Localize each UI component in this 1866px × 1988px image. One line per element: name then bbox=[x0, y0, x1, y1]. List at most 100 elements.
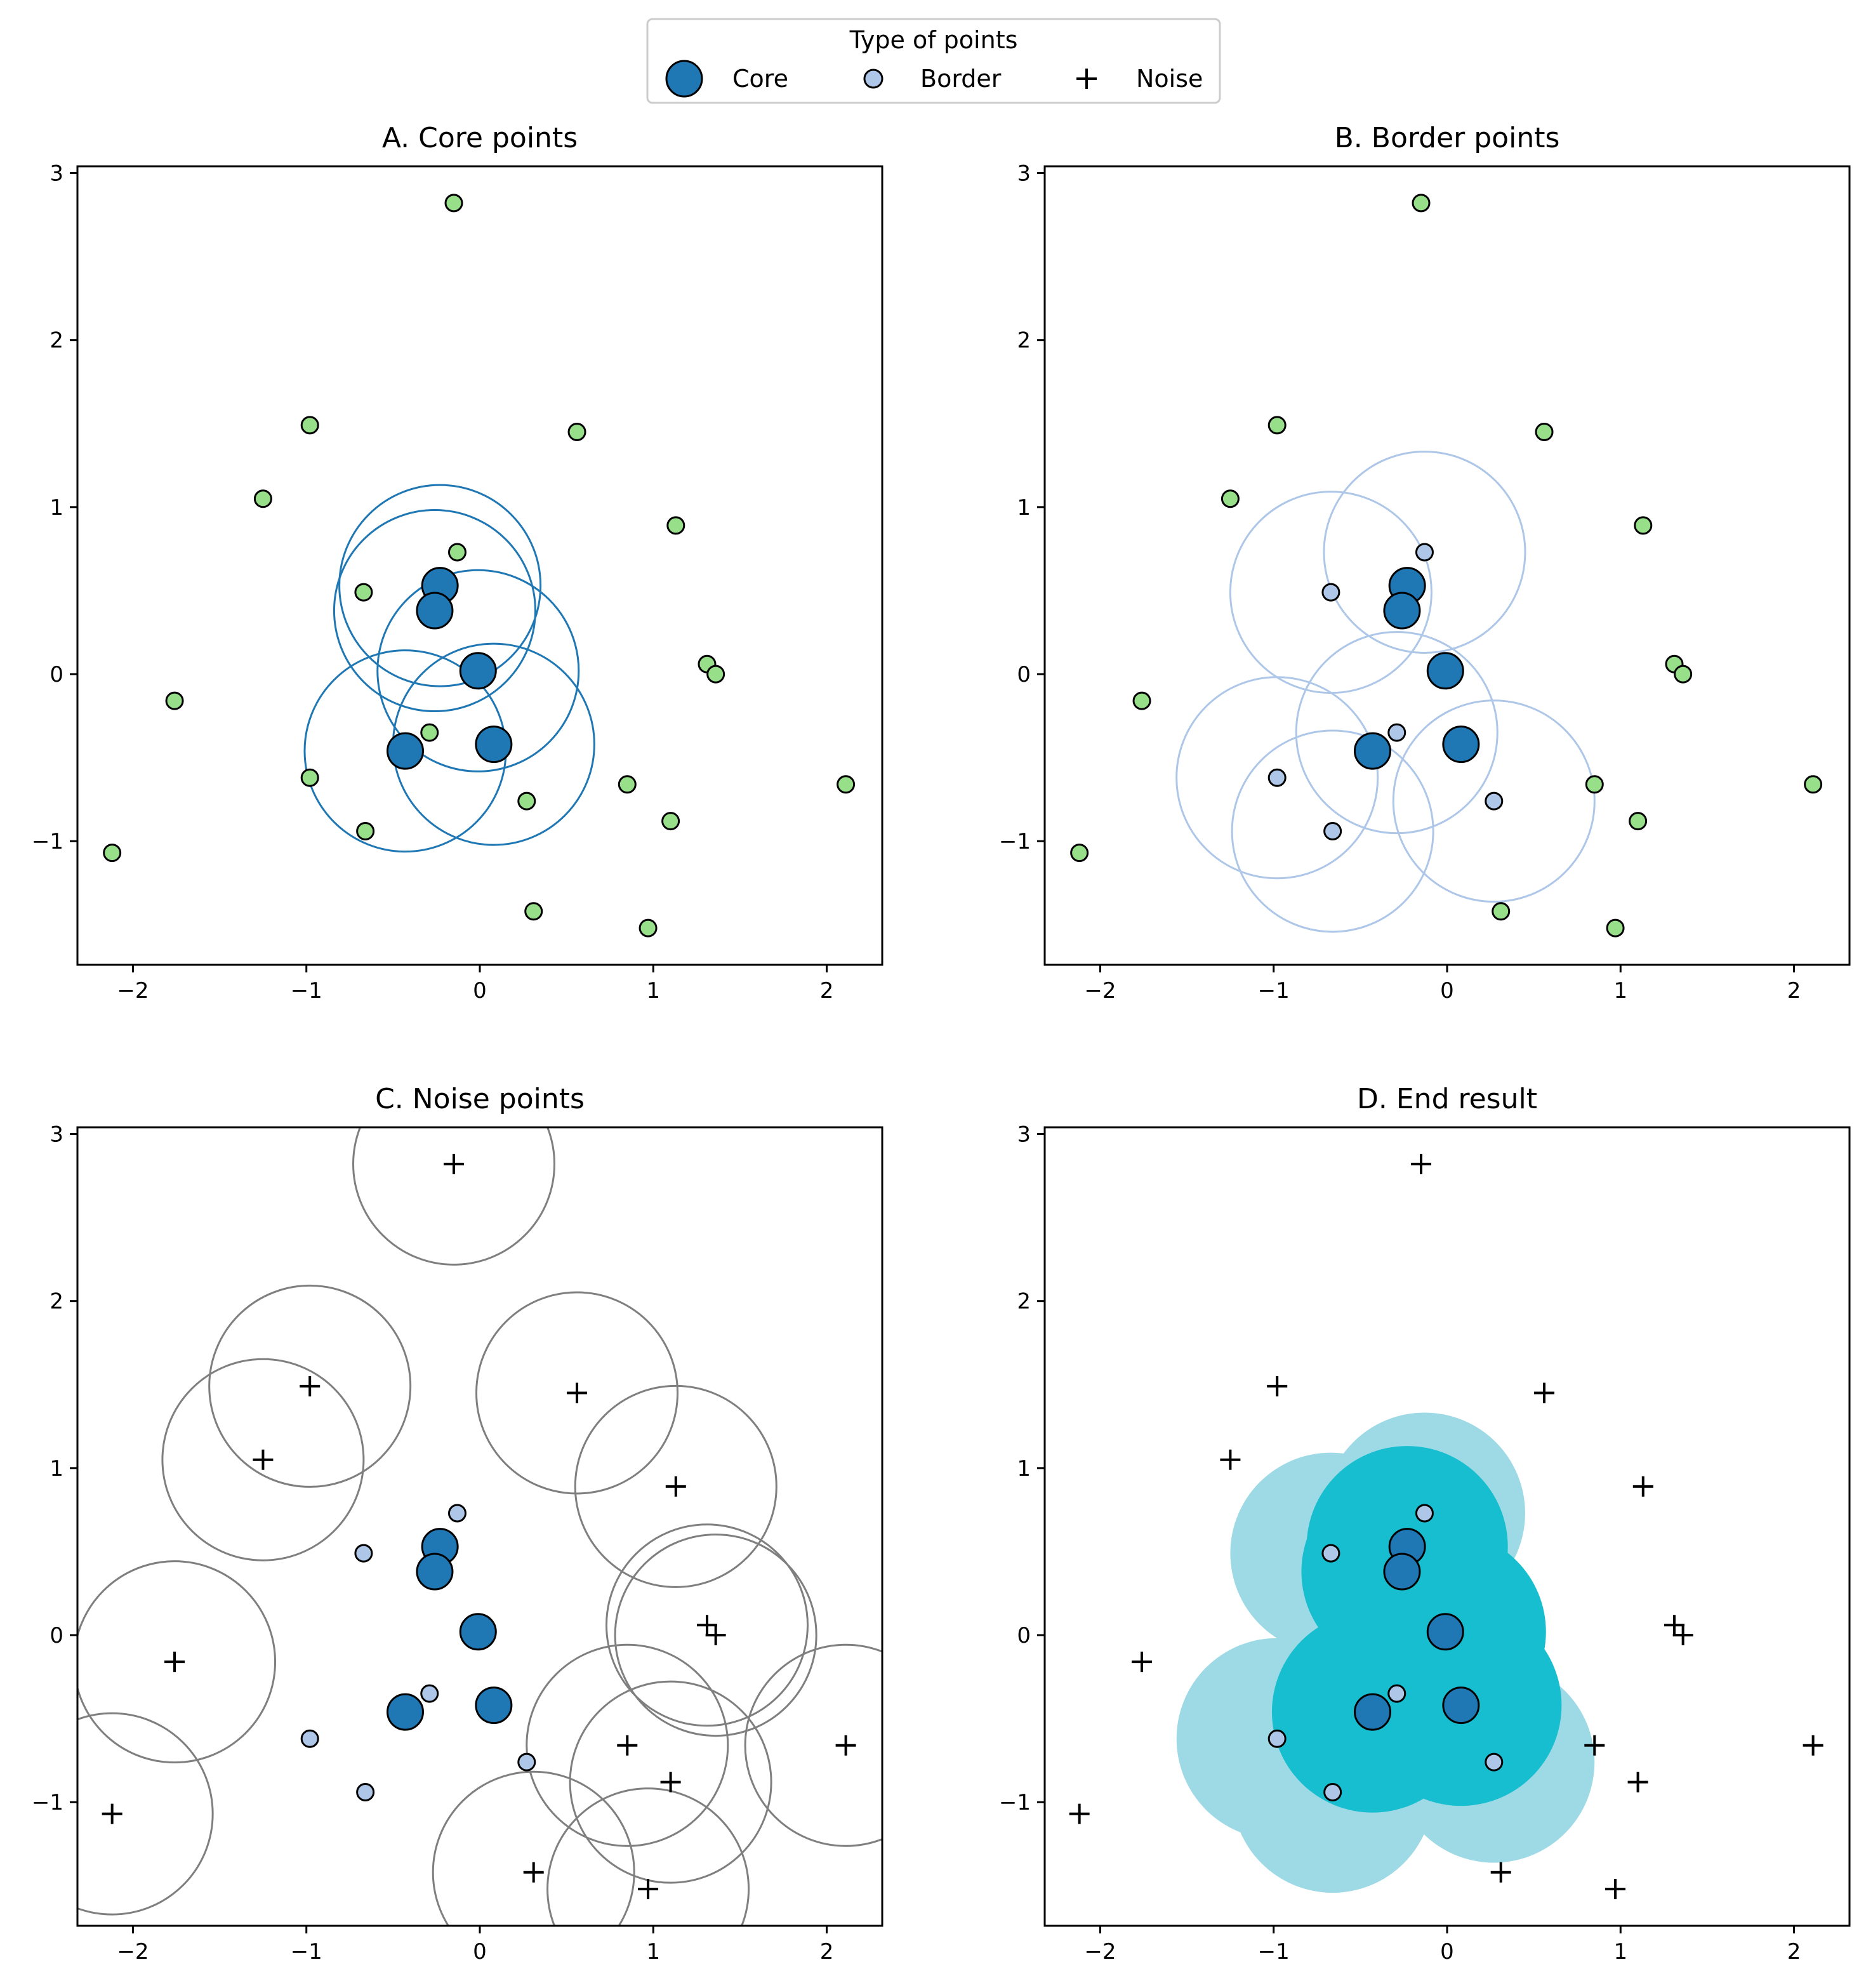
eps-circle-0 bbox=[1323, 450, 1526, 654]
x-tick-label-0: −2 bbox=[117, 978, 149, 1004]
y-tick-label-0: −1 bbox=[999, 1790, 1031, 1815]
x-tick-label-1: −1 bbox=[1258, 1939, 1290, 1965]
eps-circle-5 bbox=[605, 1523, 809, 1727]
unclassified-noise-point-7 bbox=[165, 691, 184, 710]
legend-frame bbox=[646, 18, 1221, 104]
unclassified-noise-point-10 bbox=[661, 812, 680, 831]
y-tick-label-0: −1 bbox=[32, 1790, 63, 1815]
legend-noise-marker bbox=[1076, 69, 1097, 89]
panel-border: −2 −1 0 1 2 −1 0 1 2 3 B. Border points bbox=[999, 122, 1851, 1004]
unclassified-point-8 bbox=[1585, 775, 1604, 794]
unclassified-noise-point-0 bbox=[444, 194, 463, 213]
y-tick-label-1: 0 bbox=[1017, 1623, 1031, 1648]
x-tick-label-4: 2 bbox=[1787, 978, 1801, 1004]
core-point-2 bbox=[1426, 1613, 1464, 1651]
core-point-4 bbox=[1353, 1693, 1391, 1731]
core-point-4 bbox=[1353, 732, 1391, 770]
plot-area bbox=[1069, 1153, 1823, 1900]
core-point-1 bbox=[1383, 592, 1421, 630]
unclassified-point-2 bbox=[1535, 422, 1554, 441]
y-tick-label-0: −1 bbox=[32, 829, 63, 854]
unclassified-point-5 bbox=[356, 821, 375, 840]
noise-point-13 bbox=[1605, 1879, 1626, 1900]
core-point-3 bbox=[475, 726, 513, 764]
unclassified-noise-point-8 bbox=[618, 775, 637, 794]
x-tick-label-0: −2 bbox=[117, 1939, 149, 1965]
core-point-2 bbox=[459, 652, 497, 690]
unclassified-noise-point-11 bbox=[103, 844, 122, 863]
x-tick-label-1: −1 bbox=[1258, 978, 1290, 1004]
axes-frame bbox=[76, 165, 883, 966]
unclassified-point-12 bbox=[1492, 902, 1511, 921]
unclassified-point-13 bbox=[1606, 918, 1625, 938]
legend-entry-border: Border bbox=[863, 65, 1002, 93]
unclassified-point-0 bbox=[447, 543, 466, 562]
y-tick-label-4: 3 bbox=[1017, 161, 1031, 187]
unclassified-point-3 bbox=[300, 768, 319, 787]
core-point-2 bbox=[459, 1613, 497, 1651]
unclassified-point-7 bbox=[1132, 691, 1151, 710]
noise-point-5 bbox=[1664, 1615, 1684, 1636]
panel-core: −2 −1 0 1 2 −1 0 1 2 3 A. Core points bbox=[32, 122, 883, 1004]
legend: Type of points Core Border Noise bbox=[646, 18, 1221, 104]
legend-entry-core: Core bbox=[665, 60, 788, 98]
core-point-3 bbox=[1442, 1686, 1480, 1725]
border-point-1 bbox=[354, 1544, 373, 1563]
noise-point-7 bbox=[1132, 1652, 1153, 1673]
border-point-0 bbox=[1415, 1504, 1434, 1523]
eps-circle-7 bbox=[77, 1560, 276, 1764]
x-tick-label-3: 1 bbox=[646, 1939, 660, 1965]
x-tick-label-4: 2 bbox=[820, 978, 834, 1004]
axes-frame bbox=[1043, 165, 1851, 966]
noise-point-1 bbox=[1267, 1375, 1288, 1396]
border-point-2 bbox=[1387, 1684, 1406, 1703]
eps-circle-9 bbox=[744, 1643, 882, 1847]
axes-frame bbox=[76, 1126, 883, 1927]
noise-point-8 bbox=[1584, 1735, 1605, 1756]
noise-point-8 bbox=[617, 1735, 638, 1756]
y-tick-label-3: 2 bbox=[1017, 328, 1031, 354]
y-tick-label-4: 3 bbox=[50, 161, 63, 187]
x-tick-label-2: 0 bbox=[1440, 978, 1454, 1004]
border-point-4 bbox=[1485, 792, 1504, 811]
unclassified-point-6 bbox=[1674, 665, 1693, 684]
eps-circle-1 bbox=[208, 1284, 412, 1488]
unclassified-point-10 bbox=[1629, 812, 1648, 831]
core-point-1 bbox=[416, 592, 454, 630]
x-tick-label-3: 1 bbox=[646, 978, 660, 1004]
y-tick-label-2: 1 bbox=[1017, 495, 1031, 520]
border-point-5 bbox=[356, 1782, 375, 1801]
noise-point-10 bbox=[660, 1772, 681, 1793]
border-point-3 bbox=[1267, 768, 1287, 787]
noise-point-6 bbox=[1672, 1625, 1693, 1646]
eps-circle-4 bbox=[1392, 699, 1596, 903]
eps-circle-1 bbox=[333, 509, 536, 713]
noise-point-13 bbox=[638, 1879, 659, 1900]
y-tick-label-2: 1 bbox=[1017, 1456, 1031, 1481]
y-tick-label-4: 3 bbox=[50, 1122, 63, 1148]
border-point-3 bbox=[300, 1729, 319, 1748]
unclassified-noise-point-3 bbox=[253, 489, 272, 508]
legend-entry-noise: Noise bbox=[1076, 65, 1203, 93]
y-tick-label-4: 3 bbox=[1017, 1122, 1031, 1148]
eps-circle-2 bbox=[475, 1291, 679, 1495]
eps-circle-8 bbox=[526, 1643, 729, 1847]
core-point-3 bbox=[475, 1686, 513, 1725]
border-point-1 bbox=[1321, 583, 1340, 602]
unclassified-noise-point-2 bbox=[567, 422, 586, 441]
core-point-1 bbox=[416, 1553, 454, 1591]
unclassified-point-1 bbox=[1267, 416, 1287, 435]
eps-circle-0 bbox=[338, 484, 542, 687]
y-tick-label-3: 2 bbox=[50, 328, 63, 354]
legend-border-marker bbox=[863, 69, 883, 89]
panel-title: D. End result bbox=[1357, 1083, 1537, 1115]
noise-point-5 bbox=[696, 1615, 717, 1636]
noise-point-0 bbox=[1411, 1153, 1432, 1174]
eps-circle-3 bbox=[1175, 676, 1379, 880]
y-tick-label-1: 0 bbox=[50, 1623, 63, 1648]
legend-border-label: Border bbox=[920, 65, 1002, 93]
panels: −2 −1 0 1 2 −1 0 1 2 3 A. Core points −2 −1 0 1 2 −1 0 1 2 3… bbox=[32, 122, 1851, 1965]
unclassified-point-11 bbox=[1070, 844, 1089, 863]
y-tick-label-0: −1 bbox=[999, 829, 1031, 854]
noise-point-2 bbox=[567, 1382, 588, 1403]
